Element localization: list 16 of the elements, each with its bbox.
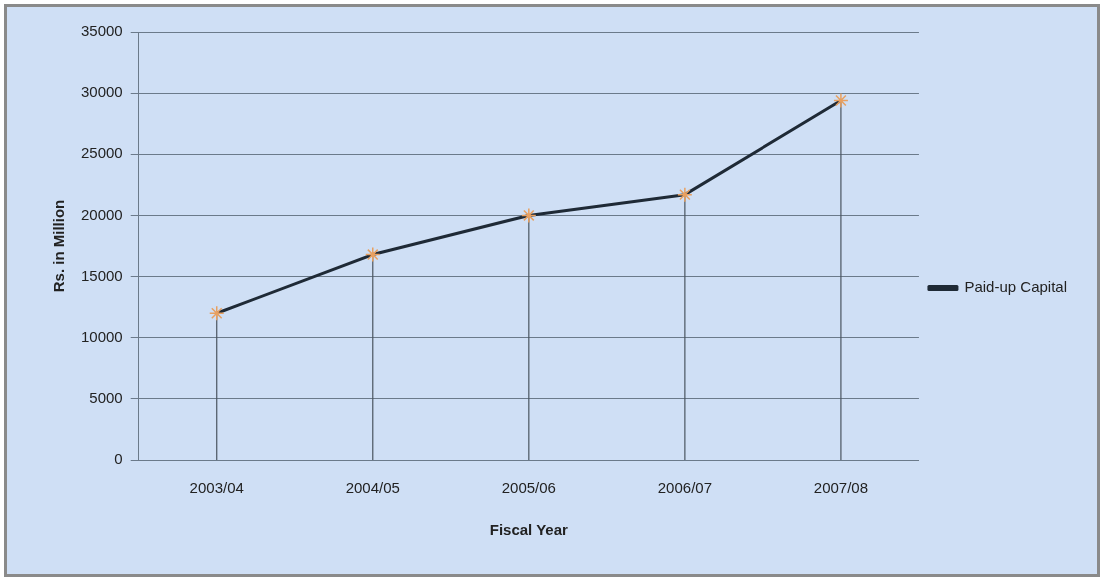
- y-tick-label: 10000: [80, 327, 123, 345]
- x-tick-label: 2003/04: [189, 479, 244, 497]
- x-tick-label: 2004/05: [345, 479, 400, 497]
- legend-label: Paid-up Capital: [964, 278, 1067, 296]
- x-axis-title: Fiscal Year: [489, 521, 569, 539]
- y-tick-label: 20000: [80, 205, 123, 223]
- y-tick-label: 0: [114, 450, 123, 468]
- x-tick-label: 2007/08: [813, 479, 869, 497]
- x-tick-label: 2006/07: [657, 479, 712, 497]
- y-tick-label: 5000: [89, 389, 123, 406]
- y-axis-title: Rs. in Million: [50, 199, 68, 293]
- y-tick-label: 30000: [80, 83, 123, 101]
- y-tick-label: 15000: [80, 266, 123, 284]
- y-tick-label: 25000: [80, 144, 123, 162]
- y-tick-label: 35000: [80, 22, 123, 40]
- x-tick-label: 2005/06: [501, 479, 556, 497]
